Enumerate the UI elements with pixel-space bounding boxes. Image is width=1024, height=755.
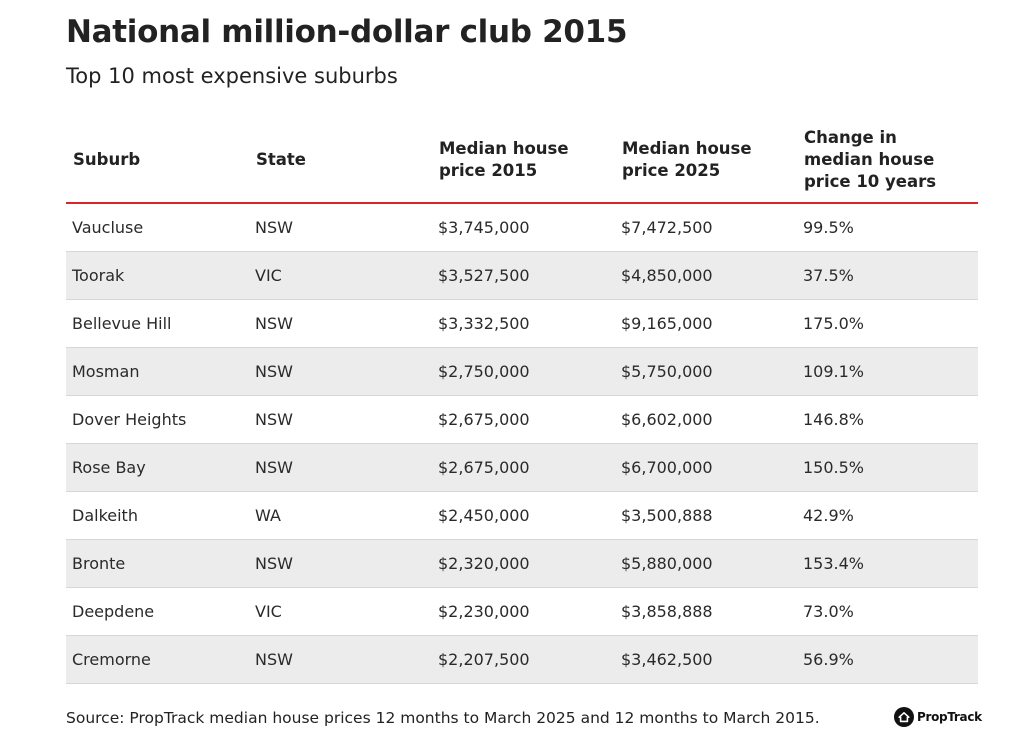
price-2025-cell: $9,165,000: [621, 314, 713, 333]
state-cell: NSW: [255, 650, 293, 669]
change-cell: 99.5%: [803, 218, 854, 237]
table-row: Toorak VIC $3,527,500 $4,850,000 37.5%: [66, 252, 978, 300]
page-subtitle: Top 10 most expensive suburbs: [66, 64, 398, 88]
suburb-cell: Toorak: [72, 266, 125, 285]
suburb-cell: Bronte: [72, 554, 126, 573]
suburb-cell: Cremorne: [72, 650, 151, 669]
price-2015-cell: $2,207,500: [438, 650, 530, 669]
state-cell: VIC: [255, 602, 282, 621]
price-2025-cell: $3,858,888: [621, 602, 713, 621]
change-cell: 37.5%: [803, 266, 854, 285]
page-title: National million-dollar club 2015: [66, 14, 628, 50]
change-cell: 175.0%: [803, 314, 865, 333]
table-row: Bronte NSW $2,320,000 $5,880,000 153.4%: [66, 540, 978, 588]
price-2015-cell: $2,750,000: [438, 362, 530, 381]
suburb-cell: Deepdene: [72, 602, 155, 621]
change-cell: 109.1%: [803, 362, 865, 381]
price-2015-cell: $2,320,000: [438, 554, 530, 573]
suburb-cell: Dover Heights: [72, 410, 187, 429]
state-cell: NSW: [255, 554, 293, 573]
state-cell: NSW: [255, 410, 293, 429]
header-suburb: Suburb: [73, 150, 141, 169]
state-cell: VIC: [255, 266, 282, 285]
suburb-cell: Vaucluse: [72, 218, 144, 237]
table-header: Suburb State Median house price 2015 Med…: [66, 118, 978, 204]
price-2025-cell: $5,750,000: [621, 362, 713, 381]
price-2015-cell: $3,745,000: [438, 218, 530, 237]
header-price-2025: Median house price 2025: [622, 139, 752, 180]
table-row: Dover Heights NSW $2,675,000 $6,602,000 146.…: [66, 396, 978, 444]
change-cell: 146.8%: [803, 410, 865, 429]
house-logo-icon: [894, 707, 914, 727]
price-2025-cell: $6,700,000: [621, 458, 713, 477]
price-2025-cell: $4,850,000: [621, 266, 713, 285]
brand-logo: PropTrack: [894, 707, 982, 727]
price-2015-cell: $3,527,500: [438, 266, 530, 285]
table-row: Cremorne NSW $2,207,500 $3,462,500 56.9%: [66, 636, 978, 684]
price-2025-cell: $3,500,888: [621, 506, 713, 525]
table-row: Rose Bay NSW $2,675,000 $6,700,000 150.5%: [66, 444, 978, 492]
price-2025-cell: $7,472,500: [621, 218, 713, 237]
state-cell: NSW: [255, 362, 293, 381]
change-cell: 56.9%: [803, 650, 854, 669]
state-cell: NSW: [255, 218, 293, 237]
price-2015-cell: $2,675,000: [438, 458, 530, 477]
suburb-price-table: Suburb State Median house price 2015 Med…: [66, 118, 978, 684]
suburb-cell: Dalkeith: [72, 506, 138, 525]
price-2015-cell: $3,332,500: [438, 314, 530, 333]
table-row: Mosman NSW $2,750,000 $5,750,000 109.1%: [66, 348, 978, 396]
price-2015-cell: $2,450,000: [438, 506, 530, 525]
brand-name: PropTrack: [917, 710, 982, 724]
header-price-2015: Median house price 2015: [439, 139, 569, 180]
table-row: Dalkeith WA $2,450,000 $3,500,888 42.9%: [66, 492, 978, 540]
header-change: Change in median house price 10 years: [804, 128, 937, 191]
state-cell: NSW: [255, 458, 293, 477]
price-2025-cell: $3,462,500: [621, 650, 713, 669]
table-row: Deepdene VIC $2,230,000 $3,858,888 73.0%: [66, 588, 978, 636]
change-cell: 73.0%: [803, 602, 854, 621]
state-cell: NSW: [255, 314, 293, 333]
state-cell: WA: [255, 506, 281, 525]
price-2025-cell: $6,602,000: [621, 410, 713, 429]
change-cell: 153.4%: [803, 554, 865, 573]
change-cell: 42.9%: [803, 506, 854, 525]
table-row: Vaucluse NSW $3,745,000 $7,472,500 99.5%: [66, 204, 978, 252]
price-2025-cell: $5,880,000: [621, 554, 713, 573]
price-2015-cell: $2,675,000: [438, 410, 530, 429]
price-2015-cell: $2,230,000: [438, 602, 530, 621]
header-state: State: [256, 150, 306, 169]
table-row: Bellevue Hill NSW $3,332,500 $9,165,000 175.…: [66, 300, 978, 348]
suburb-cell: Rose Bay: [72, 458, 146, 477]
suburb-cell: Bellevue Hill: [72, 314, 172, 333]
suburb-cell: Mosman: [72, 362, 140, 381]
change-cell: 150.5%: [803, 458, 865, 477]
table-body: Vaucluse NSW $3,745,000 $7,472,500 99.5% Toor…: [66, 204, 978, 684]
source-note: Source: PropTrack median house prices 12…: [66, 709, 820, 727]
